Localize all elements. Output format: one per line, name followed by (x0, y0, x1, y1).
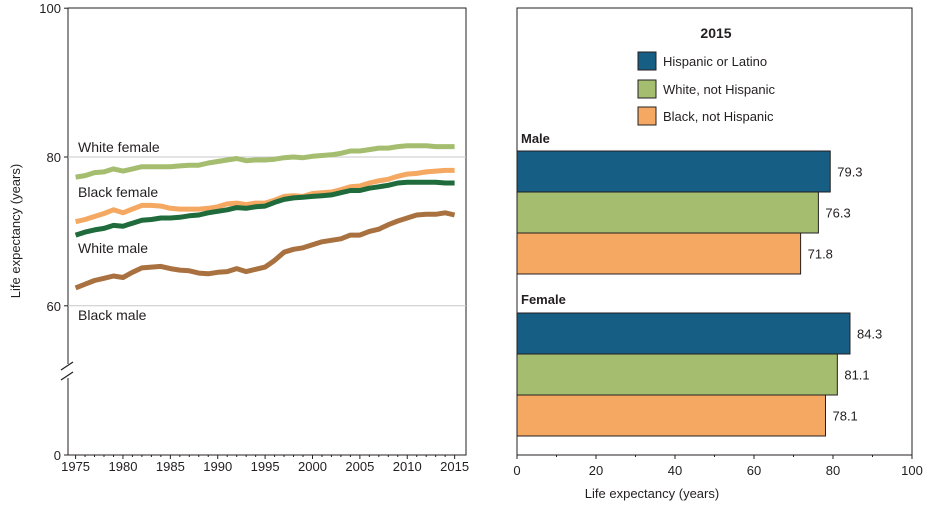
group-label-male: Male (521, 131, 550, 146)
bar (516, 353, 838, 396)
y-tick-label: 100 (39, 1, 61, 16)
bar-value-label: 76.3 (825, 206, 850, 221)
series-line-white-male (74, 179, 455, 238)
axis-break-mark (60, 371, 74, 381)
y-axis-title: Life expectancy (years) (8, 164, 23, 298)
axis-break-gap (65, 364, 71, 378)
bar-value-label: 79.3 (837, 165, 862, 180)
line-chart-panel: 0 60 80 100 1975 1980 1985 1990 1995 2000 2005 2010… (8, 1, 469, 474)
bar-value-label: 78.1 (832, 409, 857, 424)
legend-label: Hispanic or Latino (663, 54, 767, 69)
bar (516, 191, 819, 234)
x-tick-label: 2015 (440, 459, 469, 474)
legend-swatch (637, 79, 657, 99)
y-tick-label: 60 (47, 299, 61, 314)
x-tick-label: 1990 (203, 459, 232, 474)
legend-swatch (637, 106, 657, 126)
chart-title: 2015 (700, 25, 731, 41)
legend-label: Black, not Hispanic (663, 109, 774, 124)
x-tick-label: 1980 (109, 459, 138, 474)
plot-frame (67, 7, 467, 456)
x-tick-label: 20 (589, 463, 603, 478)
series-line-black-male (74, 210, 456, 291)
x-tick-label: 1975 (61, 459, 90, 474)
x-tick-label: 1985 (156, 459, 185, 474)
series-label: Black male (78, 307, 147, 323)
x-tick-label: 2010 (393, 459, 422, 474)
legend-label: White, not Hispanic (663, 82, 775, 97)
x-tick-label: 40 (668, 463, 682, 478)
series-line-white-female (75, 143, 455, 180)
y-tick-label: 80 (47, 150, 61, 165)
x-tick-label: 2000 (298, 459, 327, 474)
bar (516, 312, 851, 355)
x-tick-label: 2005 (345, 459, 374, 474)
series-label: Black female (78, 184, 158, 200)
y-tick-label: 0 (54, 448, 61, 463)
x-axis-title: Life expectancy (years) (585, 486, 719, 501)
x-tick-label: 0 (513, 463, 520, 478)
bar-value-label: 81.1 (844, 368, 869, 383)
bar-value-label: 71.8 (808, 247, 833, 262)
series-label: White female (78, 139, 160, 155)
group-label-female: Female (521, 292, 566, 307)
x-tick-label: 60 (747, 463, 761, 478)
axis-break-mark (60, 361, 74, 371)
bar (516, 232, 802, 275)
series-label: White male (78, 240, 148, 256)
legend-swatch (637, 51, 657, 71)
x-tick-label: 1995 (251, 459, 280, 474)
x-tick-label: 80 (826, 463, 840, 478)
bar-value-label: 84.3 (857, 327, 882, 342)
bar (516, 394, 826, 437)
series-line-black-female (75, 167, 455, 225)
bar (516, 150, 831, 193)
bar-chart-panel: 2015 Hispanic or Latino White, not Hispani… (513, 7, 923, 501)
x-tick-label: 100 (901, 463, 923, 478)
